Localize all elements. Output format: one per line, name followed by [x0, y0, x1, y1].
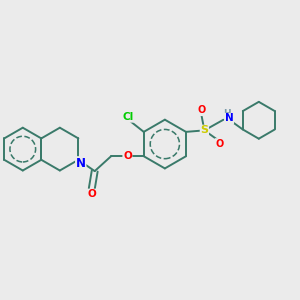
- Text: Cl: Cl: [123, 112, 134, 122]
- Text: N: N: [225, 113, 233, 124]
- Text: O: O: [123, 151, 132, 161]
- Text: O: O: [87, 189, 96, 199]
- Text: O: O: [197, 106, 206, 116]
- Text: H: H: [224, 109, 231, 118]
- Text: N: N: [76, 157, 86, 170]
- Text: S: S: [200, 125, 208, 135]
- Text: O: O: [215, 139, 224, 149]
